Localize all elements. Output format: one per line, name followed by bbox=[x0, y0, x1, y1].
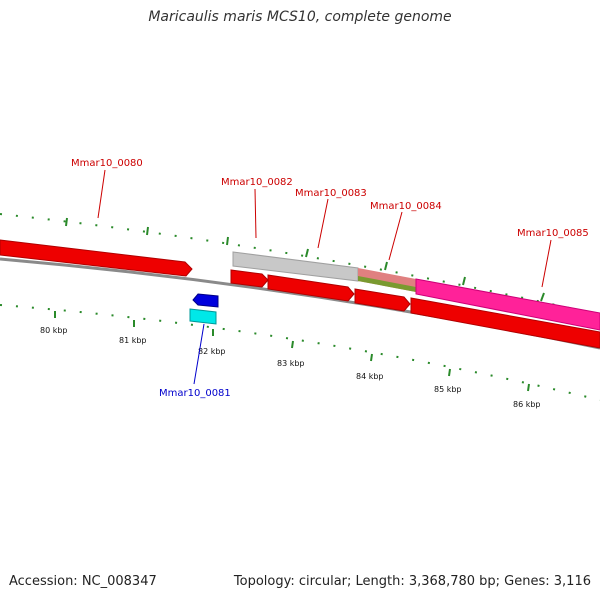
summary-text: Topology: circular; Length: 3,368,780 bp… bbox=[233, 574, 591, 589]
orf-block-3[interactable] bbox=[354, 288, 411, 312]
gene-mmar10-0081-orf[interactable] bbox=[189, 308, 217, 325]
gene-label-mmar10-0083[interactable]: Mmar10_0083 bbox=[295, 188, 367, 199]
gene-label-mmar10-0081[interactable]: Mmar10_0081 bbox=[159, 388, 231, 399]
scale-label-81: 81 kbp bbox=[119, 336, 147, 345]
label-leaders bbox=[97, 169, 552, 385]
gene-mmar10-0080-feature[interactable] bbox=[0, 239, 193, 277]
forward-strand-inner bbox=[230, 269, 600, 349]
scale-label-86: 86 kbp bbox=[513, 400, 541, 409]
scale-label-82: 82 kbp bbox=[198, 347, 226, 356]
gene-label-mmar10-0085[interactable]: Mmar10_0085 bbox=[517, 228, 589, 239]
gene-labels: Mmar10_0080 Mmar10_0081 Mmar10_0082 Mmar… bbox=[71, 158, 589, 399]
gene-label-mmar10-0080[interactable]: Mmar10_0080 bbox=[71, 158, 143, 169]
gene-label-mmar10-0082[interactable]: Mmar10_0082 bbox=[221, 177, 293, 188]
orf-block-1[interactable] bbox=[230, 269, 269, 288]
gene-mmar10-0083-overlap bbox=[358, 276, 416, 292]
map-title: Maricaulis maris MCS10, complete genome bbox=[148, 9, 452, 25]
gene-mmar10-0085-feature[interactable] bbox=[415, 278, 600, 331]
orf-block-4[interactable] bbox=[410, 297, 600, 349]
reverse-strand bbox=[189, 293, 219, 325]
scale-label-84: 84 kbp bbox=[356, 372, 384, 381]
scale-label-83: 83 kbp bbox=[277, 359, 305, 368]
scale-label-80: 80 kbp bbox=[40, 326, 68, 335]
scale-label-85: 85 kbp bbox=[434, 385, 462, 394]
gene-mmar10-0081-feature[interactable] bbox=[192, 293, 219, 308]
gene-label-mmar10-0084[interactable]: Mmar10_0084 bbox=[370, 201, 442, 212]
scale-labels: 80 kbp 81 kbp 82 kbp 83 kbp 84 kbp 85 kb… bbox=[40, 326, 541, 409]
accession-text: Accession: NC_008347 bbox=[9, 574, 157, 589]
forward-strand bbox=[0, 239, 600, 331]
inner-major-ticks bbox=[54, 311, 530, 392]
orf-block-2[interactable] bbox=[267, 274, 355, 302]
outer-major-ticks bbox=[65, 217, 545, 302]
